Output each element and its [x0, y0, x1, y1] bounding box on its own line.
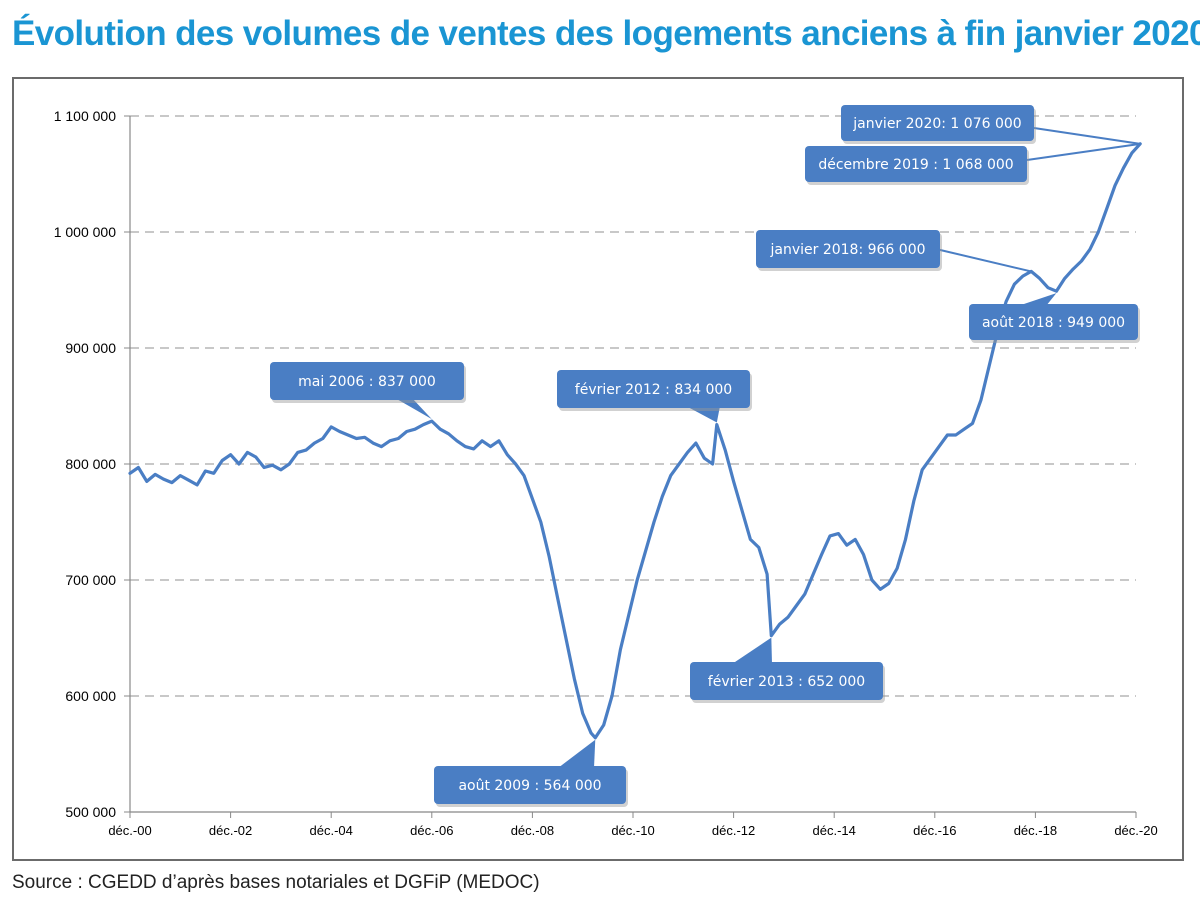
callout-box — [756, 230, 940, 268]
callout-label: janvier 2018: 966 000 — [769, 242, 925, 258]
y-tick-label: 500 000 — [65, 804, 116, 820]
x-axis-ticks: déc.-00 déc.-02 déc.-04 déc.-06 déc.-08 déc.-… — [108, 812, 1158, 838]
chart-title: Évolution des volumes de ventes des loge… — [12, 14, 1200, 53]
callout-box — [841, 105, 1034, 141]
callout: février 2013 : 652 000 — [690, 637, 885, 703]
x-tick-label: déc.-06 — [410, 823, 453, 838]
x-tick-label: déc.-00 — [108, 823, 151, 838]
callout: février 2012 : 834 000 — [557, 370, 752, 423]
y-axis-ticks: 500 000 600 000 700 000 800 000 900 000 1 000… — [54, 108, 130, 820]
series-line — [128, 142, 1142, 740]
y-tick-label: 1 000 000 — [54, 224, 116, 240]
y-tick-label: 700 000 — [65, 572, 116, 588]
x-tick-label: déc.-04 — [310, 823, 353, 838]
x-tick-label: déc.-12 — [712, 823, 755, 838]
callout-pointer — [935, 248, 1032, 273]
x-tick-label: déc.-18 — [1014, 823, 1057, 838]
callout-label: février 2013 : 652 000 — [708, 674, 865, 690]
callout-box — [434, 766, 626, 804]
callout: janvier 2020: 1 076 000 — [841, 105, 1141, 145]
callout-pointer — [1026, 142, 1141, 161]
x-tick-label: déc.-08 — [511, 823, 554, 838]
callout-label: février 2012 : 834 000 — [575, 382, 732, 398]
callout-box — [557, 370, 750, 408]
y-tick-label: 600 000 — [65, 688, 116, 704]
callout-label: août 2018 : 949 000 — [982, 315, 1125, 331]
callout: août 2018 : 949 000 — [969, 293, 1140, 343]
callout-label: mai 2006 : 837 000 — [298, 374, 436, 390]
callout-pointer — [395, 398, 432, 420]
callout-box — [805, 146, 1027, 182]
callout-label: août 2009 : 564 000 — [458, 778, 601, 794]
callout-pointer — [732, 637, 772, 664]
series-layer — [128, 142, 1142, 740]
gridlines — [130, 115, 1136, 697]
x-tick-label: déc.-02 — [209, 823, 252, 838]
x-tick-label: déc.-16 — [913, 823, 956, 838]
y-tick-label: 900 000 — [65, 340, 116, 356]
callout: mai 2006 : 837 000 — [270, 362, 466, 420]
chart-frame — [12, 77, 1184, 861]
y-tick-label: 1 100 000 — [54, 108, 116, 124]
callouts-layer: mai 2006 : 837 000 août 2009 : 564 000 fév… — [270, 105, 1141, 807]
callout-label: décembre 2019 : 1 068 000 — [818, 157, 1013, 173]
callout-pointer — [686, 406, 720, 423]
y-tick-label: 800 000 — [65, 456, 116, 472]
callout: décembre 2019 : 1 068 000 — [805, 142, 1141, 185]
x-tick-label: déc.-14 — [813, 823, 856, 838]
callout-label: janvier 2020: 1 076 000 — [852, 116, 1021, 132]
source-note: Source : CGEDD d’après bases notariales … — [12, 872, 540, 893]
callout-pointer — [1018, 293, 1057, 306]
callout-pointer — [1033, 127, 1141, 145]
callout: août 2009 : 564 000 — [434, 739, 628, 807]
x-tick-label: déc.-10 — [611, 823, 654, 838]
callout-box — [690, 662, 883, 700]
x-tick-label: déc.-20 — [1114, 823, 1157, 838]
callout-box — [969, 304, 1138, 340]
callout: janvier 2018: 966 000 — [756, 230, 1032, 273]
callout-pointer — [558, 739, 596, 768]
callout-box — [270, 362, 464, 400]
